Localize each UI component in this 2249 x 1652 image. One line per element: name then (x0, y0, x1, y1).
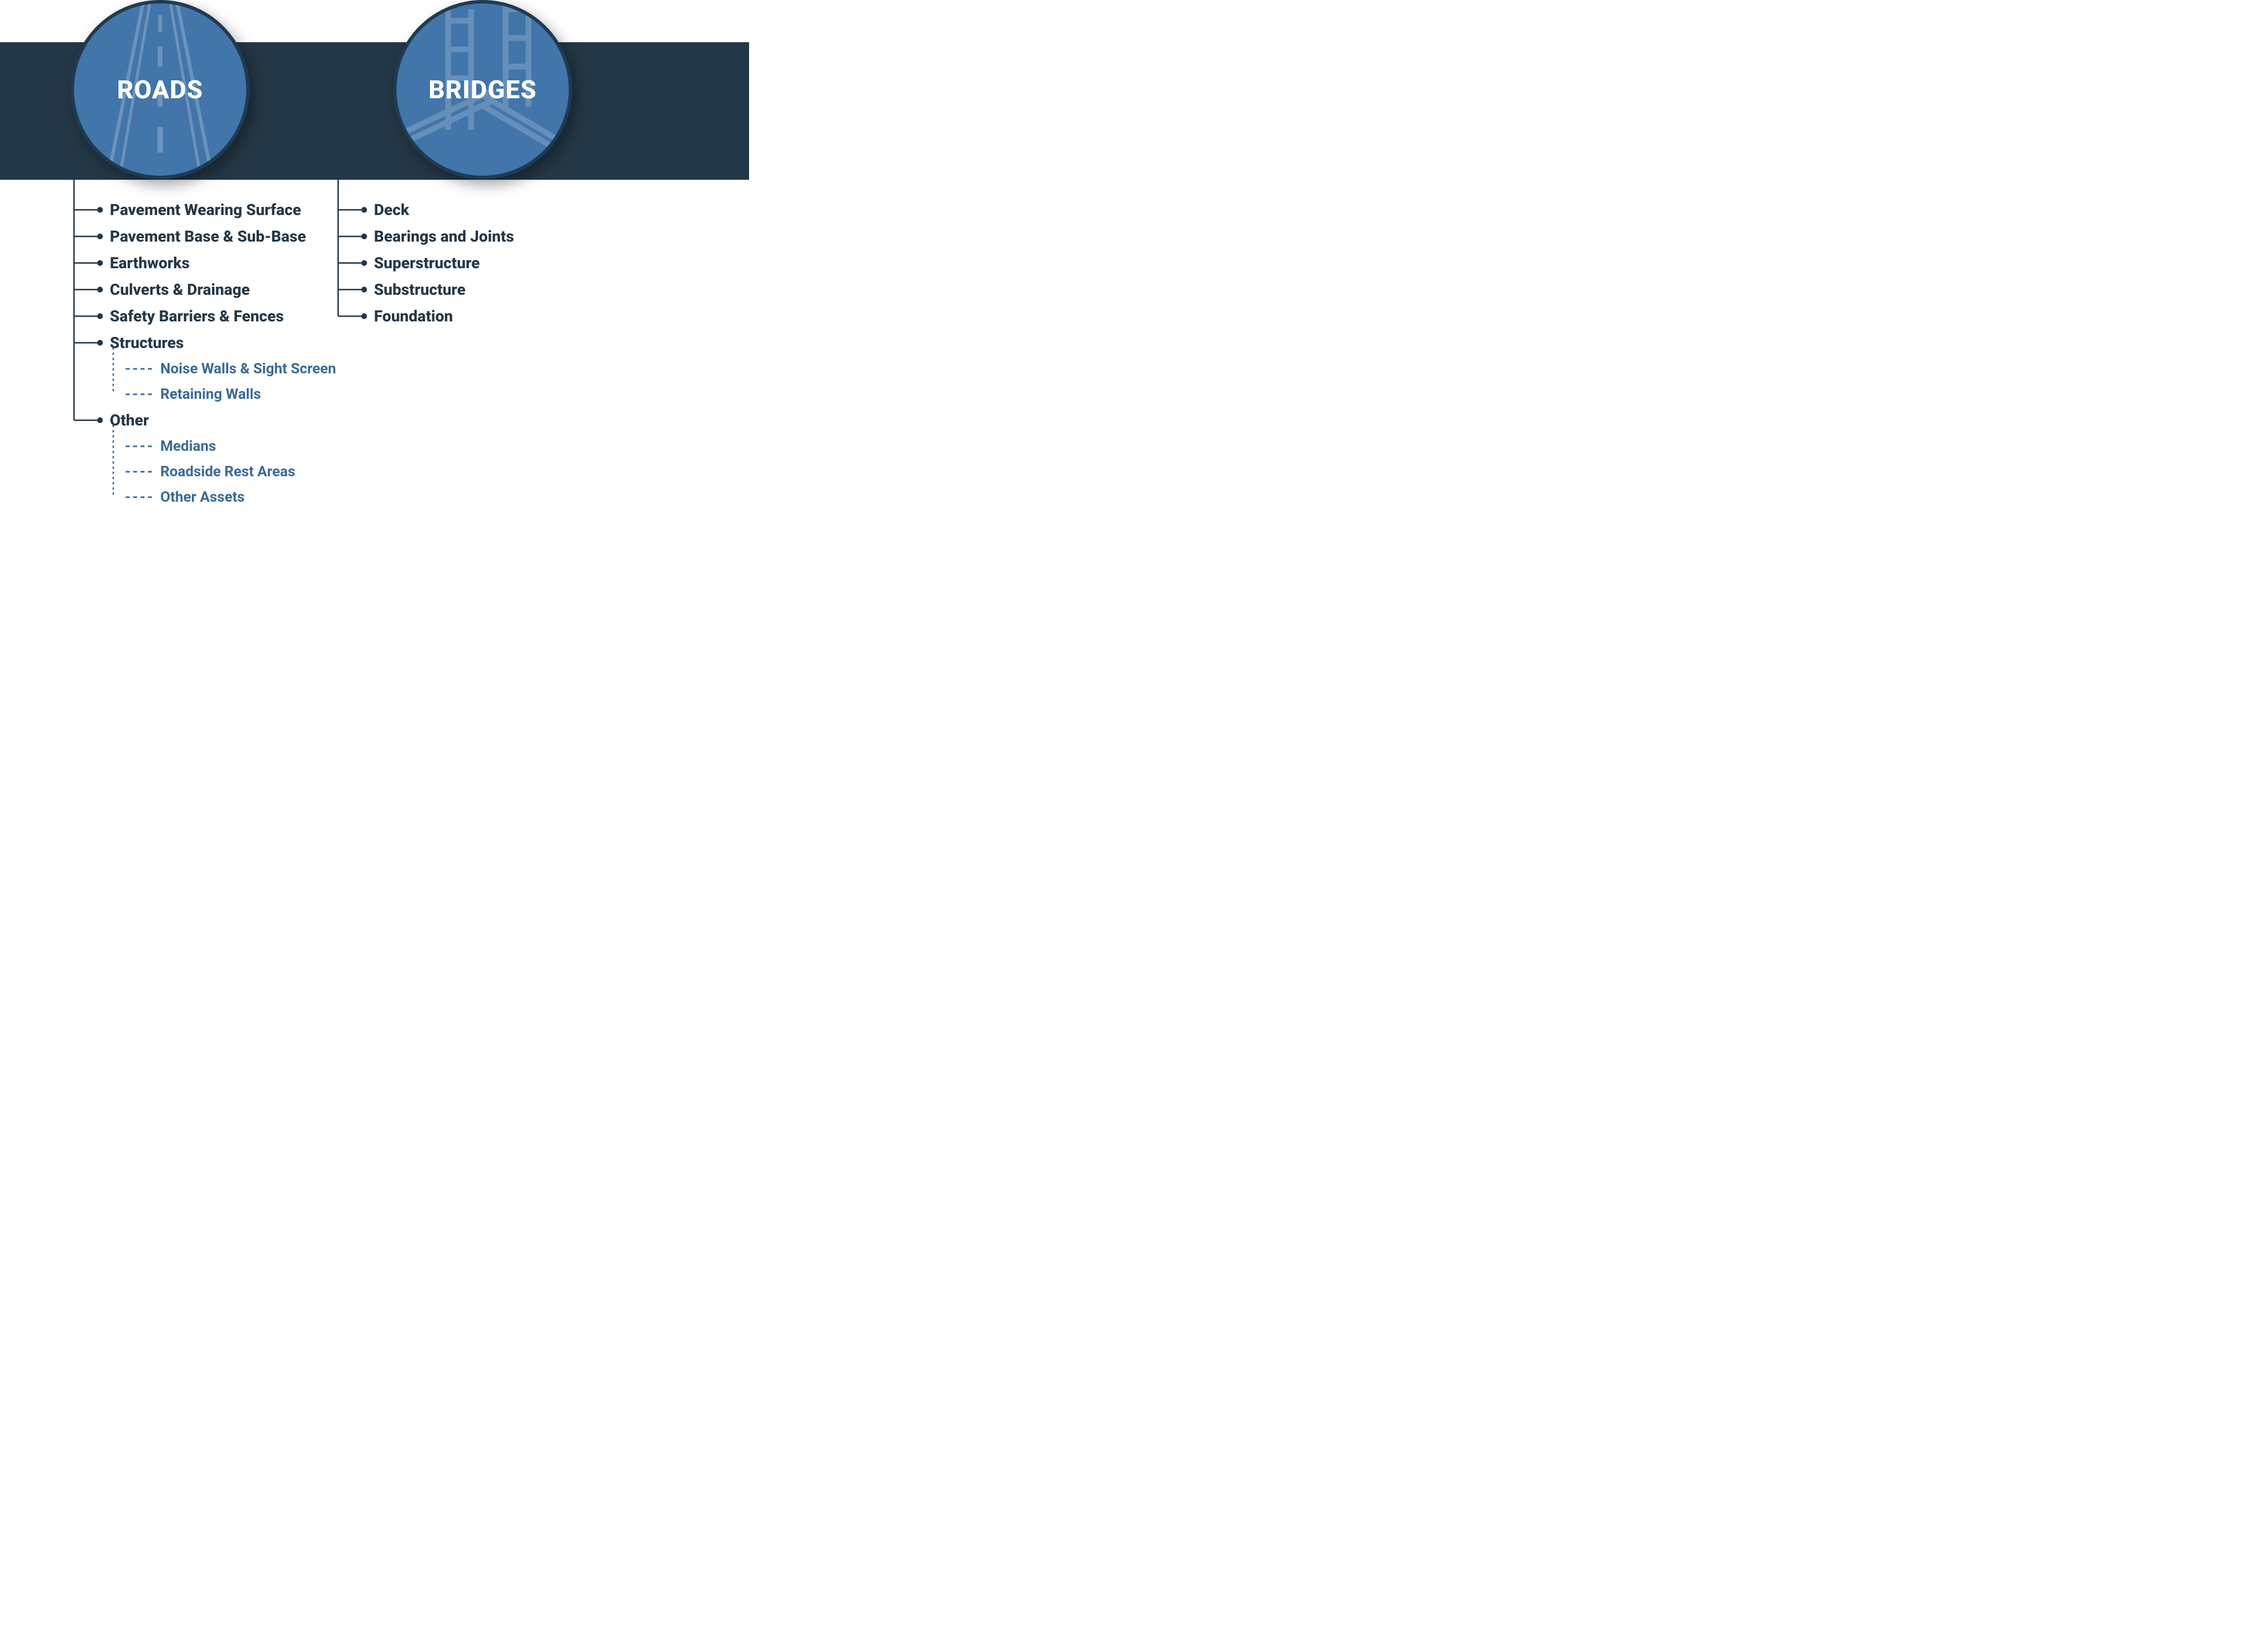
dash-lead-icon: ---- (125, 464, 154, 480)
tree-item: Foundation (361, 303, 604, 329)
bullet-icon (97, 287, 103, 292)
bullet-icon (361, 260, 367, 266)
tree-subitem-label: Roadside Rest Areas (160, 464, 295, 480)
tree-item-label: Pavement Base & Sub-Base (110, 227, 306, 246)
bullet-icon (97, 340, 103, 346)
bullet-icon (97, 260, 103, 266)
bullet-icon (361, 207, 367, 213)
dash-lead-icon: ---- (125, 361, 154, 377)
tree-item-label: Earthworks (110, 254, 190, 272)
roads-circle: ROADS (71, 0, 250, 179)
tree-item: Other (97, 407, 369, 434)
roads-tree: Pavement Wearing Surface Pavement Base & … (97, 197, 369, 510)
roads-title: ROADS (117, 75, 203, 105)
tree-subitem: ---- Retaining Walls (97, 381, 369, 407)
bullet-icon (361, 234, 367, 239)
tree-item: Structures (97, 329, 369, 356)
bullet-icon (97, 313, 103, 319)
bullet-icon (97, 234, 103, 239)
tree-item: Pavement Base & Sub-Base (97, 223, 369, 250)
tree-subitem-label: Medians (160, 438, 216, 455)
tree-item-label: Culverts & Drainage (110, 280, 250, 299)
tree-subitem-label: Other Assets (160, 489, 244, 506)
tree-item-label: Substructure (374, 280, 465, 299)
tree-item: Pavement Wearing Surface (97, 197, 369, 223)
tree-subitem: ---- Noise Walls & Sight Screen (97, 356, 369, 381)
tree-item-label: Bearings and Joints (374, 227, 514, 246)
tree-item-label: Structures (110, 334, 184, 352)
tree-item-label: Safety Barriers & Fences (110, 307, 284, 325)
tree-item: Superstructure (361, 250, 604, 276)
bullet-icon (97, 417, 103, 423)
tree-item-label: Pavement Wearing Surface (110, 201, 301, 219)
tree-subitem: ---- Medians (97, 434, 369, 459)
tree-item: Safety Barriers & Fences (97, 303, 369, 329)
tree-subitem-label: Noise Walls & Sight Screen (160, 361, 336, 377)
bullet-icon (361, 287, 367, 292)
bridges-circle: BRIDGES (393, 0, 572, 179)
tree-item: Culverts & Drainage (97, 276, 369, 303)
tree-item: Earthworks (97, 250, 369, 276)
bullet-icon (361, 313, 367, 319)
tree-item: Deck (361, 197, 604, 223)
dash-lead-icon: ---- (125, 489, 154, 506)
dash-lead-icon: ---- (125, 438, 154, 455)
tree-item-label: Deck (374, 201, 409, 219)
tree-item-label: Foundation (374, 307, 453, 325)
tree-item: Substructure (361, 276, 604, 303)
tree-subitem-label: Retaining Walls (160, 386, 261, 403)
dash-lead-icon: ---- (125, 386, 154, 403)
tree-item: Bearings and Joints (361, 223, 604, 250)
bridges-title: BRIDGES (428, 75, 536, 105)
tree-item-label: Other (110, 411, 149, 429)
tree-subitem: ---- Other Assets (97, 484, 369, 510)
bullet-icon (97, 207, 103, 213)
tree-item-label: Superstructure (374, 254, 480, 272)
tree-subitem: ---- Roadside Rest Areas (97, 459, 369, 484)
bridges-tree: Deck Bearings and Joints Superstructure Sub… (361, 197, 604, 329)
